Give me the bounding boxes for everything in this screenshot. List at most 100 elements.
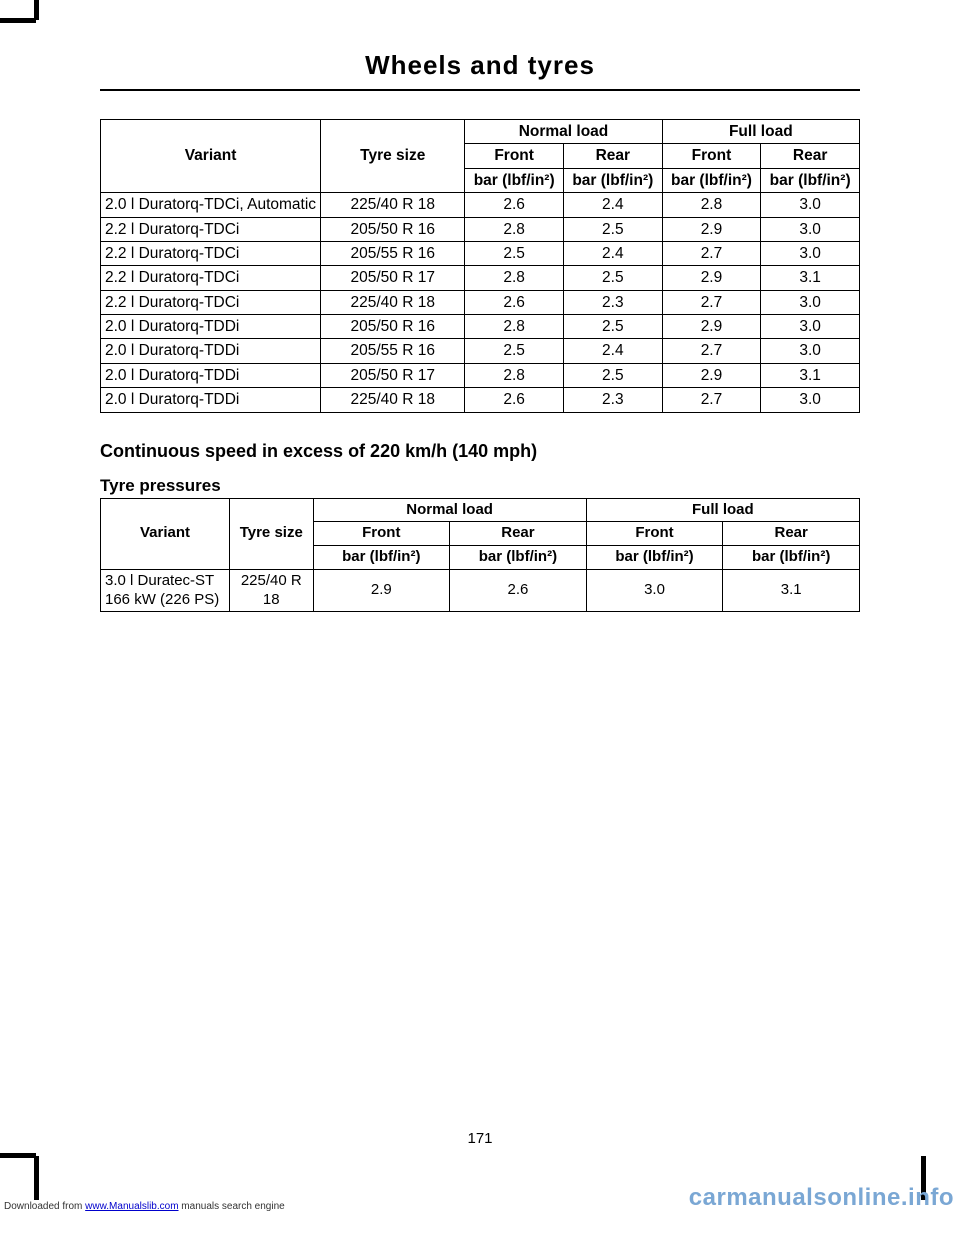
cell-nf: 2.6 bbox=[465, 193, 564, 217]
th-tyre-size: Tyre size bbox=[230, 498, 313, 569]
title-rule bbox=[100, 89, 860, 91]
th-front: Front bbox=[313, 522, 450, 546]
cell-nr: 2.4 bbox=[563, 339, 662, 363]
cell-fr: 3.1 bbox=[761, 363, 860, 387]
page-content: Wheels and tyres Variant Tyre size Norma… bbox=[0, 0, 960, 612]
cell-ff: 2.7 bbox=[662, 339, 761, 363]
cell-ff: 2.7 bbox=[662, 388, 761, 412]
cell-nf: 2.8 bbox=[465, 266, 564, 290]
cell-variant: 2.0 l Duratorq-TDDi bbox=[101, 315, 321, 339]
cell-ff: 2.9 bbox=[662, 217, 761, 241]
table-row: 3.0 l Duratec-ST 166 kW (226 PS) 225/40 … bbox=[101, 569, 860, 612]
th-variant: Variant bbox=[101, 498, 230, 569]
cell-nr: 2.5 bbox=[563, 217, 662, 241]
th-variant: Variant bbox=[101, 120, 321, 193]
cell-tyre: 205/55 R 16 bbox=[321, 241, 465, 265]
watermark: carmanualsonline.info bbox=[689, 1184, 954, 1212]
th-unit: bar (lbf/in²) bbox=[586, 546, 723, 570]
cell-nr: 2.3 bbox=[563, 290, 662, 314]
th-unit: bar (lbf/in²) bbox=[450, 546, 587, 570]
th-rear: Rear bbox=[563, 144, 662, 168]
cell-nf: 2.8 bbox=[465, 217, 564, 241]
cell-nf: 2.9 bbox=[313, 569, 450, 612]
cell-variant: 2.2 l Duratorq-TDCi bbox=[101, 241, 321, 265]
table-row: 2.0 l Duratorq-TDDi205/50 R 172.82.52.93… bbox=[101, 363, 860, 387]
cell-ff: 2.8 bbox=[662, 193, 761, 217]
th-front: Front bbox=[662, 144, 761, 168]
th-unit: bar (lbf/in²) bbox=[465, 168, 564, 192]
table-row: 2.2 l Duratorq-TDCi205/50 R 172.82.52.93… bbox=[101, 266, 860, 290]
th-unit: bar (lbf/in²) bbox=[662, 168, 761, 192]
cell-ff: 3.0 bbox=[586, 569, 723, 612]
cell-nr: 2.4 bbox=[563, 193, 662, 217]
cell-variant: 2.0 l Duratorq-TDDi bbox=[101, 339, 321, 363]
footer-suffix: manuals search engine bbox=[179, 1201, 285, 1212]
cell-nr: 2.3 bbox=[563, 388, 662, 412]
cell-tyre: 225/40 R 18 bbox=[321, 290, 465, 314]
cell-tyre: 205/50 R 16 bbox=[321, 217, 465, 241]
section-heading: Continuous speed in excess of 220 km/h (… bbox=[100, 441, 860, 462]
cell-fr: 3.1 bbox=[761, 266, 860, 290]
cell-ff: 2.7 bbox=[662, 241, 761, 265]
tyre-pressure-table-2: Variant Tyre size Normal load Full load … bbox=[100, 498, 860, 613]
th-unit: bar (lbf/in²) bbox=[313, 546, 450, 570]
cell-ff: 2.9 bbox=[662, 363, 761, 387]
table-row: 2.0 l Duratorq-TDDi205/50 R 162.82.52.93… bbox=[101, 315, 860, 339]
cell-nf: 2.5 bbox=[465, 339, 564, 363]
cell-variant: 2.0 l Duratorq-TDCi, Automatic bbox=[101, 193, 321, 217]
cell-fr: 3.0 bbox=[761, 315, 860, 339]
cell-tyre: 225/40 R 18 bbox=[321, 193, 465, 217]
cell-nf: 2.8 bbox=[465, 363, 564, 387]
th-rear: Rear bbox=[723, 522, 860, 546]
cell-nf: 2.5 bbox=[465, 241, 564, 265]
th-unit: bar (lbf/in²) bbox=[563, 168, 662, 192]
cell-variant: 3.0 l Duratec-ST 166 kW (226 PS) bbox=[101, 569, 230, 612]
cell-nr: 2.6 bbox=[450, 569, 587, 612]
cell-nr: 2.5 bbox=[563, 363, 662, 387]
th-full-load: Full load bbox=[586, 498, 859, 522]
cell-nr: 2.4 bbox=[563, 241, 662, 265]
table-row: 2.2 l Duratorq-TDCi225/40 R 182.62.32.73… bbox=[101, 290, 860, 314]
cell-tyre: 205/55 R 16 bbox=[321, 339, 465, 363]
cell-variant: 2.2 l Duratorq-TDCi bbox=[101, 217, 321, 241]
cell-fr: 3.0 bbox=[761, 217, 860, 241]
sub-heading: Tyre pressures bbox=[100, 476, 860, 496]
cell-tyre: 205/50 R 16 bbox=[321, 315, 465, 339]
page-title: Wheels and tyres bbox=[100, 50, 860, 81]
th-unit: bar (lbf/in²) bbox=[723, 546, 860, 570]
cell-fr: 3.0 bbox=[761, 388, 860, 412]
footer-prefix: Downloaded from bbox=[4, 1201, 85, 1212]
cell-variant: 2.0 l Duratorq-TDDi bbox=[101, 388, 321, 412]
cell-fr: 3.0 bbox=[761, 241, 860, 265]
cell-fr: 3.0 bbox=[761, 193, 860, 217]
cell-nf: 2.6 bbox=[465, 388, 564, 412]
table-row: 2.2 l Duratorq-TDCi205/55 R 162.52.42.73… bbox=[101, 241, 860, 265]
cell-nf: 2.8 bbox=[465, 315, 564, 339]
cell-ff: 2.9 bbox=[662, 315, 761, 339]
cell-nr: 2.5 bbox=[563, 315, 662, 339]
cell-tyre: 225/40 R 18 bbox=[321, 388, 465, 412]
cell-fr: 3.1 bbox=[723, 569, 860, 612]
cell-variant: 2.0 l Duratorq-TDDi bbox=[101, 363, 321, 387]
cell-ff: 2.7 bbox=[662, 290, 761, 314]
th-rear: Rear bbox=[761, 144, 860, 168]
page-number: 171 bbox=[0, 1130, 960, 1147]
th-normal-load: Normal load bbox=[465, 120, 662, 144]
th-unit: bar (lbf/in²) bbox=[761, 168, 860, 192]
tyre-pressure-table-1: Variant Tyre size Normal load Full load … bbox=[100, 119, 860, 413]
th-front: Front bbox=[586, 522, 723, 546]
cell-tyre: 225/40 R 18 bbox=[230, 569, 313, 612]
cell-tyre: 205/50 R 17 bbox=[321, 266, 465, 290]
cell-nf: 2.6 bbox=[465, 290, 564, 314]
footer-link[interactable]: www.Manualslib.com bbox=[85, 1201, 178, 1212]
table-row: 2.0 l Duratorq-TDDi225/40 R 182.62.32.73… bbox=[101, 388, 860, 412]
th-tyre-size: Tyre size bbox=[321, 120, 465, 193]
table-row: 2.0 l Duratorq-TDDi205/55 R 162.52.42.73… bbox=[101, 339, 860, 363]
cell-variant: 2.2 l Duratorq-TDCi bbox=[101, 290, 321, 314]
table-row: 2.2 l Duratorq-TDCi205/50 R 162.82.52.93… bbox=[101, 217, 860, 241]
cell-variant: 2.2 l Duratorq-TDCi bbox=[101, 266, 321, 290]
th-rear: Rear bbox=[450, 522, 587, 546]
th-full-load: Full load bbox=[662, 120, 859, 144]
th-front: Front bbox=[465, 144, 564, 168]
cell-fr: 3.0 bbox=[761, 339, 860, 363]
